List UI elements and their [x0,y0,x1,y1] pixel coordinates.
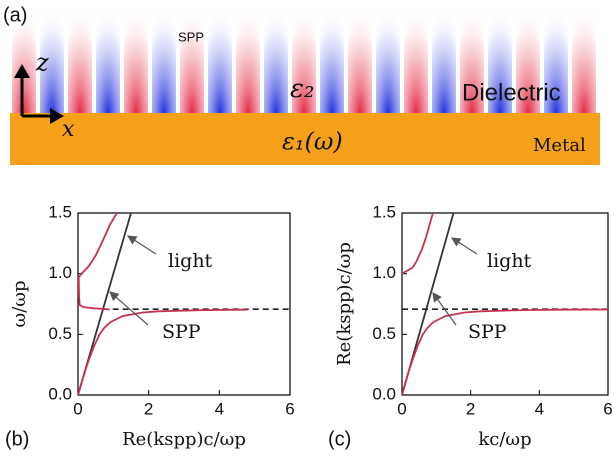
eps1-label: ε₁(ω) [282,128,343,156]
dielectric-label: Dielectric [462,79,561,106]
series-line [401,308,609,396]
panel-label: (c) [328,428,351,450]
x-tick-label: 6 [603,399,612,418]
panel-label: (b) [5,428,29,450]
plot-frame [401,212,609,396]
y-tick-label: 0.5 [372,324,396,343]
x-arrowhead [50,108,64,124]
plot-frame [77,212,291,396]
series-line [77,308,248,396]
annotation-arrow [432,292,457,326]
x-tick-label: 0 [397,399,406,418]
eps2-label: ε₂ [290,74,314,104]
x-axis-label: kc/ωp [478,429,531,450]
x-tick-label: 6 [285,399,294,418]
panel-a: (a) SPP z x ε₂ Dielectric ε₁(ω) Metal [3,0,600,165]
series-line [401,212,434,275]
x-label: x [62,117,75,142]
x-axis-label: Re(kspp)c/ωp [122,429,246,450]
y-axis-label: Re(kspp)c/ωp [334,242,355,366]
x-tick-label: 0 [73,399,82,418]
x-tick-label: 4 [215,399,224,418]
x-tick-label: 4 [535,399,544,418]
y-tick-label: 0.0 [372,384,396,403]
annotation: light [487,250,532,272]
z-arrowhead [14,64,30,78]
annotation-arrow [126,235,157,255]
series-line [77,277,110,311]
series-line [77,212,118,278]
annotation-arrow [109,291,149,326]
x-tick-label: 2 [144,399,153,418]
z-label: z [35,49,49,77]
spp-label: SPP [178,29,204,44]
metal-label: Metal [533,135,586,156]
annotation: SPP [162,321,201,343]
field-fade [10,0,600,116]
metal [10,113,600,165]
y-axis-label: ω/ωp [9,281,30,328]
annotation: light [168,250,213,272]
chart-0: 0 2 4 6 0.0 0.5 1.0 1.5 light SPP Re(kspp)c/ωp ω/ωp… [5,202,295,450]
y-tick-label: 1.5 [372,202,396,221]
y-tick-label: 1.5 [48,202,72,221]
annotation: SPP [468,321,507,343]
chart-1: 0 2 4 6 0.0 0.5 1.0 1.5 light SPP kc/ωp Re(kspp)c/ω… [328,202,613,450]
panel-label: (a) [3,4,27,26]
y-tick-label: 1.0 [372,263,396,282]
y-tick-label: 0.0 [48,384,72,403]
x-tick-label: 2 [466,399,475,418]
y-tick-label: 1.0 [48,263,72,282]
y-tick-label: 0.5 [48,324,72,343]
annotation-arrow [450,237,478,255]
